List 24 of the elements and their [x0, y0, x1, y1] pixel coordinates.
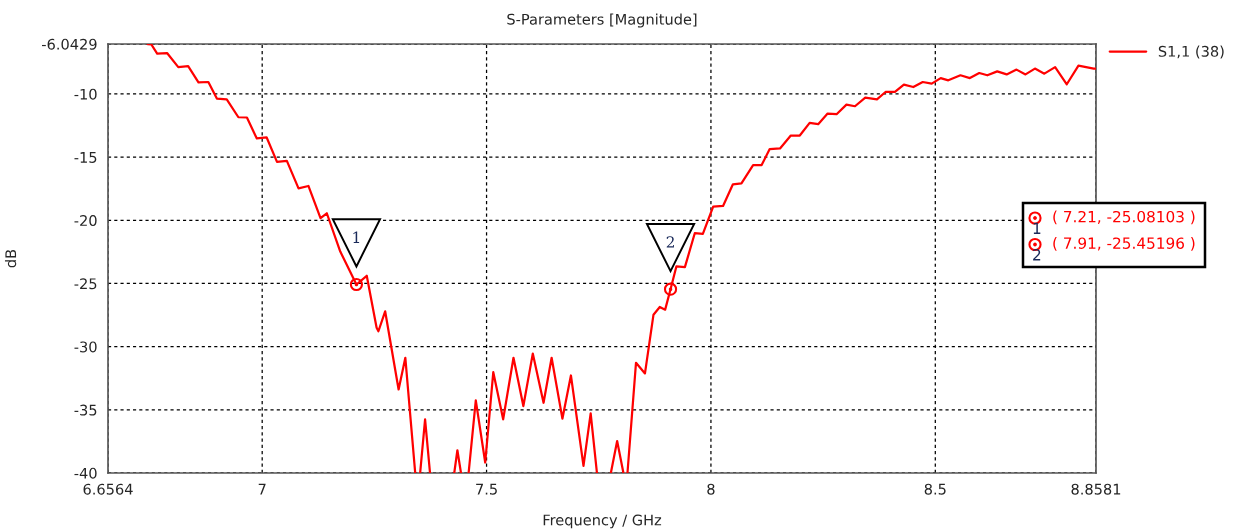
chart-title: S-Parameters [Magnitude] [507, 13, 697, 28]
x-axis-title: Frequency / GHz [543, 514, 662, 529]
annotation: 2 [666, 236, 674, 248]
y-tick-label: -10 [74, 88, 97, 100]
y-tick-label: -35 [74, 404, 97, 416]
y-tick-label: -6.0429 [42, 38, 97, 50]
y-tick-label: -40 [74, 467, 97, 479]
y-tick-label: -30 [74, 341, 97, 353]
x-tick-label: 8 [707, 483, 715, 495]
y-tick-label: -20 [74, 215, 97, 227]
annotation: ( 7.91, -25.45196 ) [1053, 237, 1195, 251]
x-tick-label: 7.5 [476, 483, 497, 495]
x-tick-label: 6.6564 [83, 483, 133, 495]
text: 2 [1033, 249, 1041, 261]
x-tick-label: 8.8581 [1071, 483, 1121, 495]
annotation: 1 [353, 231, 360, 243]
annotation: ( 7.21, -25.08103 ) [1053, 210, 1195, 225]
x-tick-label: 8.5 [924, 483, 946, 495]
text: 1 [1033, 222, 1041, 234]
y-axis-title: dB [4, 249, 17, 268]
legend-label: S1,1 (38) [1158, 45, 1224, 59]
y-tick-label: -25 [74, 278, 97, 290]
x-tick-label: 7 [258, 483, 266, 495]
y-tick-label: -15 [74, 152, 97, 163]
